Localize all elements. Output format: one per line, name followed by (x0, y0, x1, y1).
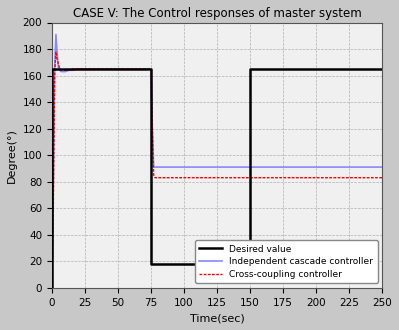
X-axis label: Time(sec): Time(sec) (190, 313, 245, 323)
Y-axis label: Degree(°): Degree(°) (7, 128, 17, 182)
Legend: Desired value, Independent cascade controller, Cross-coupling controller: Desired value, Independent cascade contr… (195, 240, 378, 283)
Title: CASE V: The Control responses of master system: CASE V: The Control responses of master … (73, 7, 361, 20)
